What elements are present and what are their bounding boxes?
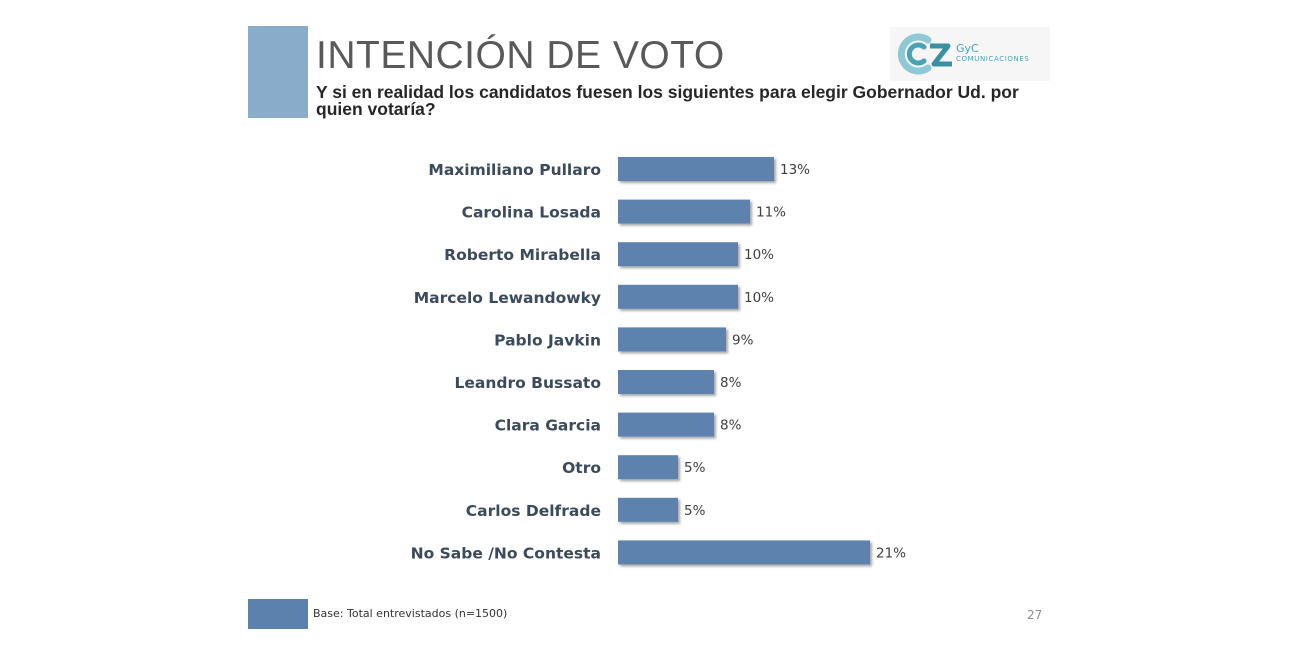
footer-accent-block	[248, 599, 308, 629]
category-label: Carolina Losada	[462, 204, 601, 222]
logo-tagline: COMUNICACIONES	[956, 55, 1030, 63]
sample-base-note: Base: Total entrevistados (n=1500)	[313, 607, 508, 620]
bar	[618, 540, 870, 565]
bar	[618, 284, 738, 309]
data-label: 11%	[756, 205, 786, 221]
page-title: INTENCIÓN DE VOTO	[316, 34, 725, 77]
data-label: 5%	[684, 460, 706, 476]
gyc-logo-icon	[897, 33, 952, 75]
data-label: 8%	[720, 418, 742, 434]
logo-name: GyC	[956, 42, 979, 55]
bar	[618, 242, 738, 267]
bar	[618, 455, 678, 480]
data-label: 9%	[732, 332, 754, 348]
category-label: Otro	[562, 459, 601, 477]
bar	[618, 370, 714, 394]
page-number: 27	[1027, 608, 1043, 622]
data-label: 10%	[744, 290, 774, 306]
category-label: Maximiliano Pullaro	[428, 161, 601, 179]
company-logo: GyC COMUNICACIONES	[890, 27, 1050, 81]
data-label: 13%	[780, 162, 810, 178]
category-label: Pablo Javkin	[494, 331, 601, 349]
bar	[618, 327, 726, 352]
category-label: No Sabe /No Contesta	[411, 544, 601, 562]
category-label: Marcelo Lewandowky	[414, 289, 601, 307]
data-label: 5%	[684, 503, 706, 519]
data-label: 10%	[744, 247, 774, 263]
question-subtitle: Y si en realidad los candidatos fuesen l…	[316, 82, 1019, 119]
bar	[618, 497, 678, 522]
category-label: Carlos Delfrade	[466, 502, 601, 520]
bar	[618, 199, 750, 224]
category-label: Clara Garcia	[495, 417, 601, 435]
title-accent-block	[248, 26, 308, 118]
category-label: Leandro Bussato	[455, 374, 602, 392]
data-label: 8%	[720, 375, 742, 391]
data-label: 21%	[876, 545, 906, 561]
logo-wordmark: GyC COMUNICACIONES	[956, 43, 1029, 64]
bar	[618, 412, 714, 437]
bar	[618, 157, 774, 181]
category-label: Roberto Mirabella	[444, 246, 601, 264]
